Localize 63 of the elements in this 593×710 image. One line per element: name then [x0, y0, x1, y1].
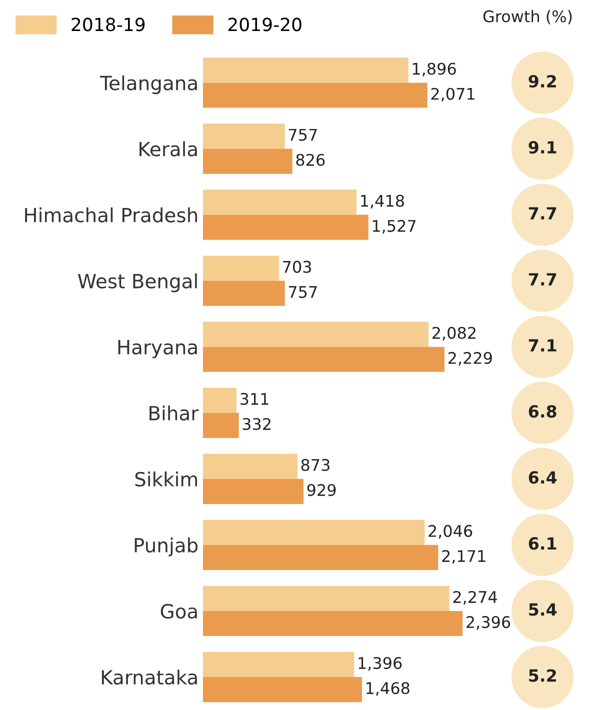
data-label: 826 [296, 154, 325, 166]
data-label: 1,527 [372, 220, 416, 234]
data-label: 1,468 [366, 682, 410, 696]
bar [202, 190, 357, 215]
y-tick-label: Bihar [150, 405, 199, 421]
bar [202, 346, 444, 372]
bar [202, 58, 408, 83]
data-label: 6.8 [528, 405, 556, 418]
bar [202, 214, 368, 240]
data-label: 703 [283, 260, 312, 273]
data-label: 5.2 [529, 669, 556, 682]
data-label: 873 [301, 458, 330, 471]
bar [202, 454, 298, 479]
bar [202, 610, 463, 636]
data-label: 2,046 [428, 524, 472, 539]
bar [202, 322, 429, 347]
y-tick-label: Haryana [118, 340, 197, 358]
legend-label: 2019-20 [228, 18, 302, 32]
bar [202, 478, 304, 504]
bar [202, 148, 292, 174]
bar [202, 652, 354, 677]
y-tick-label: Sikkim [135, 472, 197, 487]
y-tick-label: Himachal Pradesh [25, 207, 197, 222]
data-label: 2,082 [432, 326, 476, 341]
data-label: 757 [288, 128, 317, 141]
data-label: 7.1 [528, 339, 556, 352]
y-tick-label: West Bengal [78, 273, 197, 292]
bar [202, 676, 362, 702]
bar [202, 82, 428, 108]
y-tick-label: Goa [160, 604, 197, 619]
data-label: 2,171 [442, 550, 486, 564]
bar [202, 388, 237, 413]
y-tick-label: Punjab [134, 538, 198, 556]
data-label: 2,071 [431, 88, 474, 102]
data-label: 6.1 [528, 537, 556, 550]
data-label: 6.4 [528, 471, 557, 484]
bar [202, 544, 438, 570]
y-tick-label: Telangana [100, 75, 197, 94]
y-tick-label: Karnataka [102, 670, 197, 685]
bar [202, 280, 285, 306]
bar [202, 520, 425, 545]
data-label: 311 [240, 392, 268, 405]
data-label: 1,418 [361, 194, 404, 208]
bar [202, 124, 285, 149]
data-label: 2,396 [466, 616, 510, 630]
data-label: 7.7 [528, 207, 556, 220]
legend-label: 2018-19 [72, 18, 145, 32]
data-label: 9.1 [528, 140, 556, 154]
data-label: 332 [242, 418, 270, 430]
data-label: 2,229 [448, 352, 492, 366]
data-label: 757 [288, 286, 317, 298]
y-tick-label: Kerala [140, 141, 197, 156]
text: Growth (%) [483, 10, 572, 24]
data-label: 9.2 [528, 74, 556, 88]
data-label: 1,396 [358, 656, 402, 671]
data-label: 7.7 [528, 273, 556, 286]
bar [202, 586, 450, 611]
bar [202, 256, 280, 281]
bar [202, 412, 239, 438]
data-label: 929 [307, 484, 336, 496]
data-label: 2,274 [453, 590, 497, 605]
data-label: 1,896 [412, 62, 456, 76]
data-label: 5.4 [529, 603, 557, 616]
